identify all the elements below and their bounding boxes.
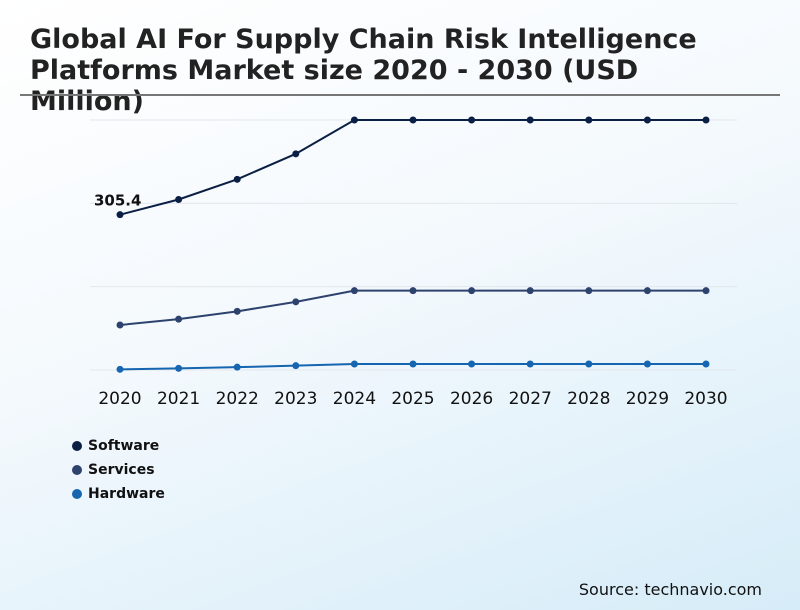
data-point: [233, 363, 241, 371]
data-point: [292, 298, 300, 306]
legend-marker: [72, 465, 82, 475]
series-hardware: [116, 360, 710, 373]
x-tick-label: 2030: [684, 389, 727, 409]
data-point: [585, 116, 593, 124]
series-services: [116, 287, 710, 329]
title-divider: [20, 94, 780, 96]
data-point: [643, 116, 651, 124]
data-label: 305.4: [94, 192, 141, 210]
x-tick-label: 2020: [98, 389, 141, 409]
x-tick-label: 2027: [509, 389, 552, 409]
data-point: [585, 287, 593, 295]
data-point: [643, 360, 651, 368]
legend-label: Hardware: [88, 486, 165, 502]
data-point: [702, 116, 710, 124]
data-point: [292, 150, 300, 158]
data-point: [350, 287, 358, 295]
x-tick-label: 2024: [333, 389, 376, 409]
x-axis-ticks: 2020 2021 2022 2023 2024 2025 2026 2027 2028 2029…: [98, 389, 727, 409]
data-point: [526, 360, 534, 368]
x-tick-label: 2022: [216, 389, 259, 409]
legend-marker: [72, 489, 82, 499]
x-tick-label: 2021: [157, 389, 200, 409]
x-tick-label: 2029: [626, 389, 669, 409]
data-point: [409, 116, 417, 124]
legend-marker: [72, 441, 82, 451]
data-point: [233, 175, 241, 183]
series-line-services: [119, 289, 706, 326]
legend-item-hardware: Hardware: [72, 482, 165, 506]
data-point: [350, 360, 358, 368]
data-point: [175, 315, 183, 323]
data-point: [175, 196, 183, 203]
data-point: [526, 287, 534, 295]
legend-item-services: Services: [72, 458, 165, 482]
data-point: [468, 360, 476, 368]
data-point: [116, 365, 124, 373]
data-point: [702, 360, 710, 368]
data-point: [702, 287, 710, 295]
data-point: [292, 362, 300, 370]
data-point: [116, 211, 124, 219]
data-point: [233, 307, 241, 315]
gridlines: [90, 119, 737, 371]
series-software: [116, 116, 710, 219]
data-point: [116, 321, 124, 329]
data-point: [350, 116, 358, 124]
legend-label: Services: [88, 462, 155, 478]
data-point: [409, 360, 417, 368]
x-tick-label: 2026: [450, 389, 493, 409]
data-point: [526, 116, 534, 124]
chart-title: Global AI For Supply Chain Risk Intellig…: [30, 24, 697, 117]
data-point: [585, 360, 593, 368]
series-line-software: [119, 119, 706, 216]
data-point: [643, 287, 651, 295]
x-tick-label: 2025: [391, 389, 434, 409]
x-tick-label: 2028: [567, 389, 610, 409]
source-label: Source: technavio.com: [578, 580, 762, 599]
annotations: 305.4: [94, 192, 141, 210]
data-point: [468, 116, 476, 124]
data-point: [409, 287, 417, 295]
data-point: [175, 364, 183, 372]
legend-item-software: Software: [72, 434, 165, 458]
legend-label: Software: [88, 438, 160, 454]
legend: Software Services Hardware: [72, 434, 165, 506]
series-lines: [116, 116, 710, 373]
x-tick-label: 2023: [274, 389, 317, 409]
data-point: [468, 287, 476, 295]
